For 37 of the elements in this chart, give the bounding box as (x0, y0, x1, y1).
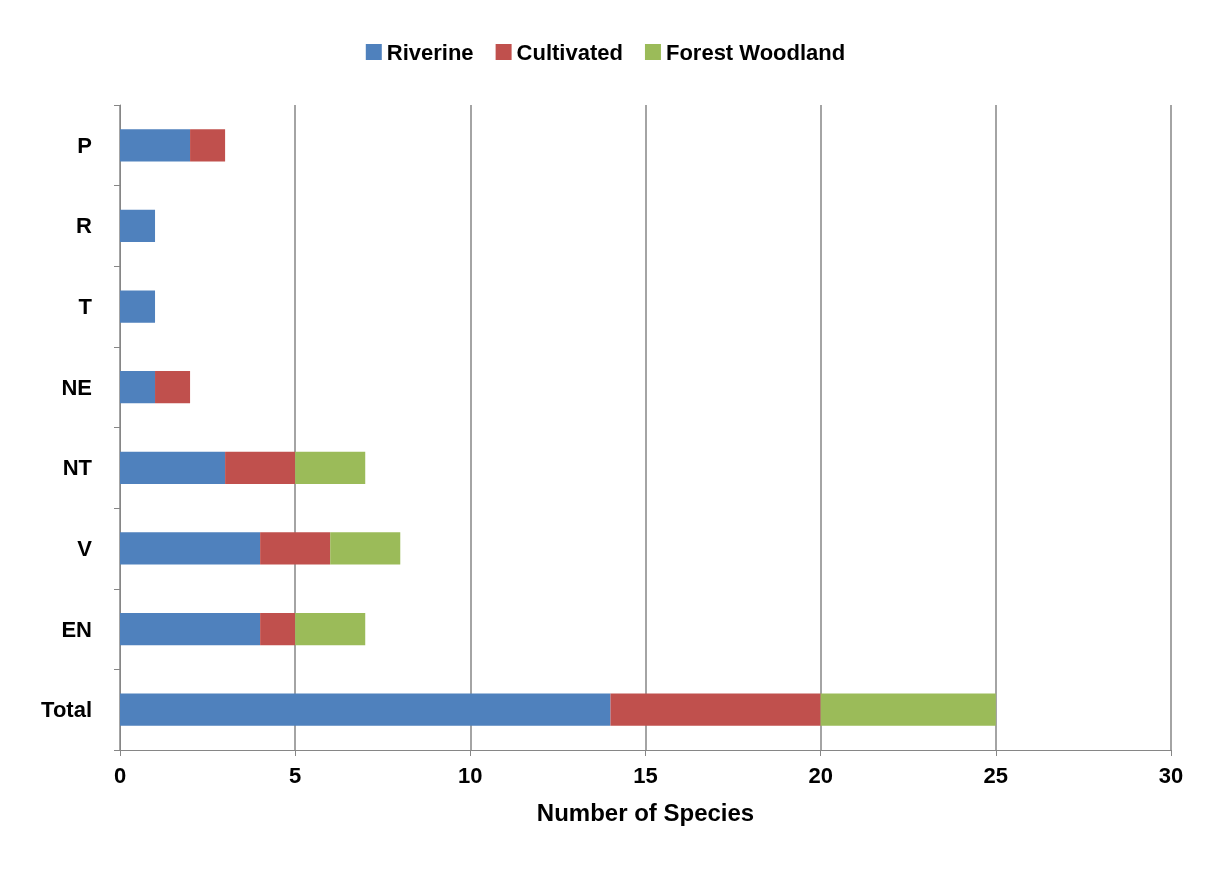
x-axis-title: Number of Species (536, 798, 755, 826)
y-tick-label: NE (61, 374, 92, 400)
bar (295, 451, 366, 484)
bar (610, 693, 821, 726)
y-tick-label: Total (41, 697, 92, 723)
bar (260, 612, 296, 646)
y-tick-label: V (77, 535, 93, 561)
bar (295, 612, 366, 646)
legend-label: Forest Woodland (665, 39, 846, 65)
legend-label: Cultivated (516, 39, 623, 65)
y-tick-label: P (77, 132, 92, 158)
x-tick-label: 0 (113, 762, 127, 788)
bar (120, 209, 156, 243)
bar (120, 532, 261, 565)
x-tick-label: 15 (633, 762, 658, 788)
x-tick-label: 5 (289, 762, 302, 788)
legend-label: Riverine (386, 39, 474, 65)
y-tick-label: EN (61, 616, 92, 642)
bar (820, 693, 996, 726)
x-tick-label: 10 (458, 762, 483, 788)
bar (155, 371, 191, 404)
bar (190, 129, 226, 162)
bar (120, 371, 156, 404)
bar (120, 693, 611, 726)
bar (120, 612, 261, 646)
bar (120, 129, 191, 162)
x-tick-label: 30 (1158, 762, 1184, 788)
y-tick-label: NT (62, 455, 93, 481)
bar (120, 451, 226, 484)
x-tick-label: 20 (808, 762, 833, 788)
x-tick-label: 25 (983, 762, 1009, 788)
bar (225, 451, 296, 484)
y-tick-label: T (78, 294, 93, 320)
bar (330, 532, 401, 565)
bar (260, 532, 331, 565)
y-tick-label: R (76, 213, 93, 239)
bar (120, 290, 156, 323)
